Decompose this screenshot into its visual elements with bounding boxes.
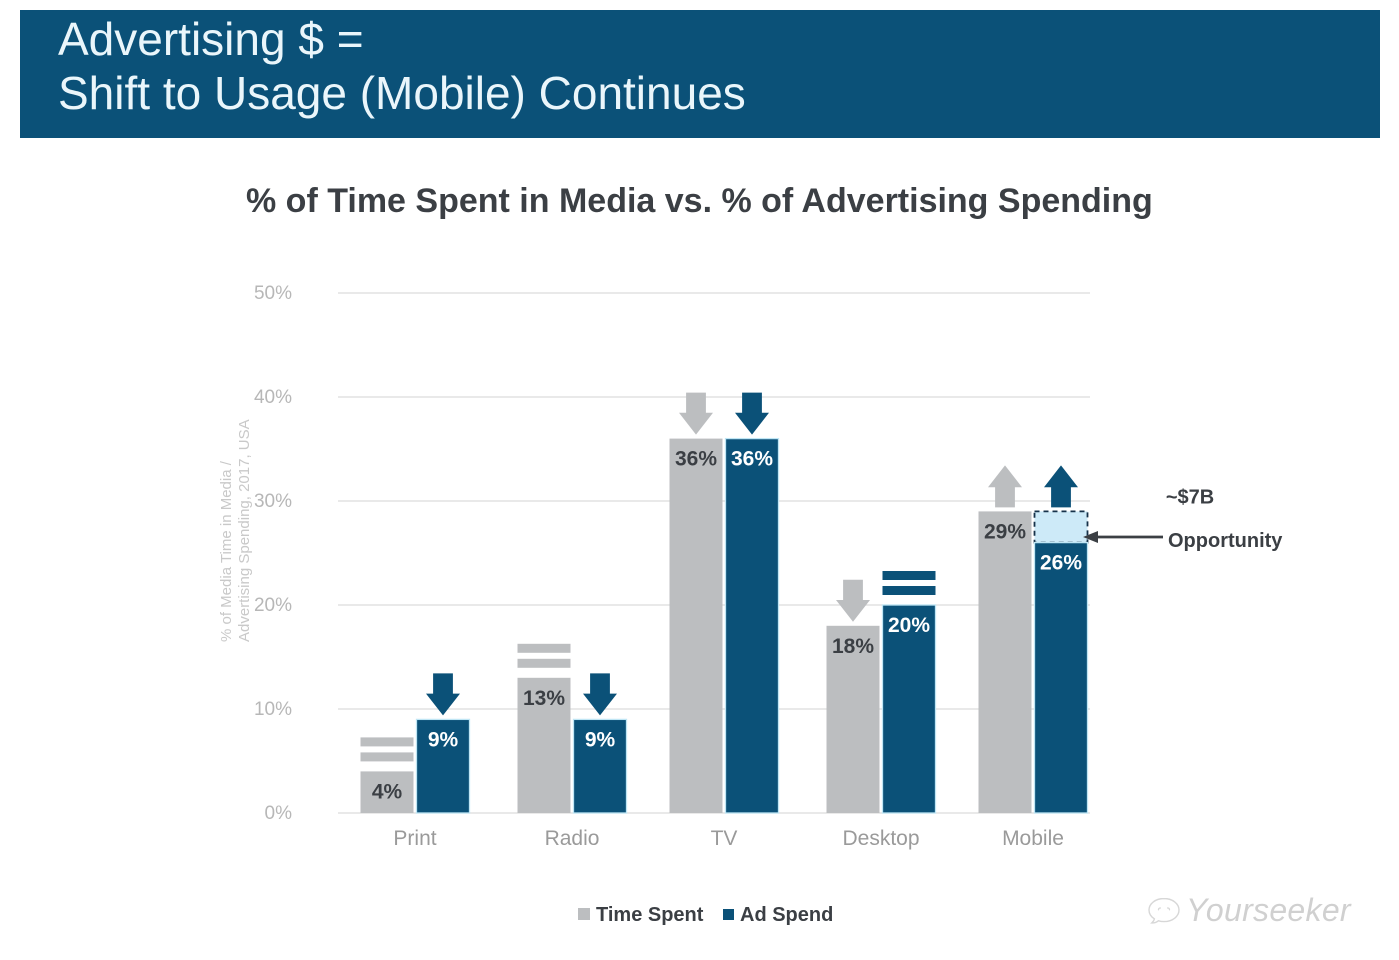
svg-text:13%: 13%	[523, 687, 565, 710]
svg-text:30%: 30%	[254, 491, 292, 512]
svg-text:36%: 36%	[675, 448, 717, 471]
svg-text:Opportunity: Opportunity	[1168, 530, 1283, 552]
svg-text:36%: 36%	[731, 448, 773, 471]
svg-text:18%: 18%	[832, 635, 874, 658]
svg-text:9%: 9%	[428, 728, 459, 751]
svg-text:0%: 0%	[265, 803, 293, 824]
svg-text:26%: 26%	[1040, 552, 1082, 575]
svg-text:Radio: Radio	[545, 827, 600, 850]
svg-text:4%: 4%	[372, 780, 403, 803]
svg-text:50%: 50%	[254, 283, 292, 304]
svg-text:Print: Print	[393, 827, 436, 850]
svg-text:10%: 10%	[254, 699, 292, 720]
svg-text:29%: 29%	[984, 520, 1026, 543]
svg-text:Mobile: Mobile	[1002, 827, 1064, 850]
svg-text:9%: 9%	[585, 728, 616, 751]
svg-text:Desktop: Desktop	[842, 827, 919, 850]
svg-text:20%: 20%	[254, 595, 292, 616]
svg-text:~$7B: ~$7B	[1166, 486, 1214, 508]
svg-text:20%: 20%	[888, 614, 930, 637]
svg-text:40%: 40%	[254, 387, 292, 408]
svg-text:TV: TV	[711, 827, 738, 850]
